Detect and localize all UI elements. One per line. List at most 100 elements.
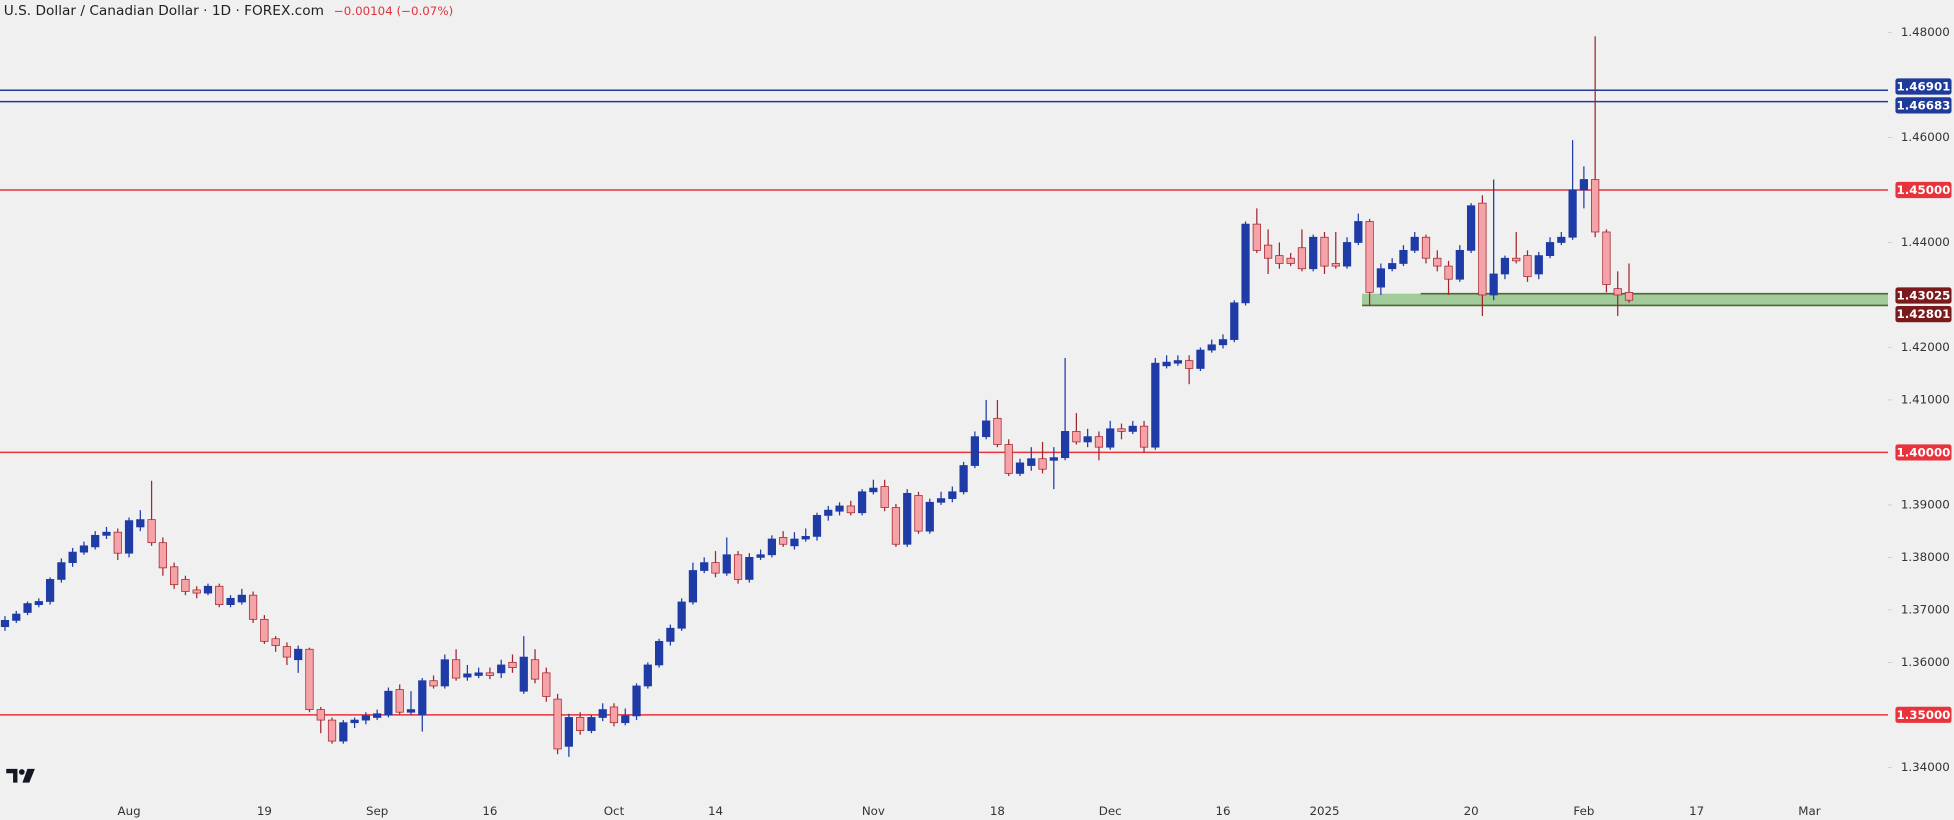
logo [6, 768, 35, 783]
price-tag-label: 1.42801 [1897, 307, 1951, 321]
candle-body [936, 498, 946, 503]
candle-body [1151, 362, 1160, 448]
candle-body [914, 495, 923, 532]
candle-body [1613, 288, 1622, 296]
candle-body [745, 557, 754, 580]
logo-part [22, 768, 35, 783]
candle-body [124, 520, 134, 554]
candle-body [530, 659, 540, 680]
candle-body [1410, 236, 1419, 251]
price-tag-label: 1.46683 [1897, 99, 1951, 113]
candle-body [733, 554, 743, 580]
price-tag-label: 1.35000 [1897, 708, 1951, 722]
candle-body [1162, 361, 1171, 367]
candle-body [1466, 205, 1476, 251]
x-tick-label: Oct [604, 804, 625, 818]
candle-body [1500, 257, 1510, 275]
candle-body [384, 690, 393, 716]
candle-body [1478, 202, 1487, 296]
candle-body [1309, 236, 1318, 270]
candle-body [79, 545, 89, 553]
candle-body [497, 664, 506, 674]
candle-body [68, 551, 77, 564]
candle-body [1534, 255, 1543, 275]
candle-body [1173, 360, 1182, 364]
candle-body [271, 638, 280, 646]
candle-body [609, 706, 619, 724]
y-tick-label: 1.39000 [1901, 497, 1950, 511]
candle-body [1185, 360, 1194, 369]
candle-body [91, 534, 100, 548]
candle-body [756, 554, 765, 558]
candle-body [373, 713, 382, 718]
candle-body [1388, 263, 1397, 270]
candle-body [294, 648, 303, 661]
price-tag [1895, 181, 1952, 199]
candle-body [1568, 189, 1577, 238]
candle-body [925, 501, 934, 532]
candle-body [970, 436, 979, 466]
candle-body [1602, 231, 1611, 285]
candle-body [418, 680, 427, 716]
candle-body [226, 597, 235, 605]
x-tick-label: 14 [708, 804, 723, 818]
candle-body [666, 627, 675, 642]
candle-body [474, 672, 483, 676]
candle-body [846, 505, 855, 514]
candle-body [677, 601, 686, 629]
candle-body [767, 538, 776, 556]
x-tick-label: Mar [1798, 804, 1820, 818]
candle-body [1196, 349, 1205, 369]
candle-body [440, 659, 449, 687]
candle-body [203, 585, 213, 594]
candle-body [136, 519, 145, 528]
candle-body [982, 420, 991, 438]
candle-body [327, 719, 337, 742]
candle-body [158, 542, 167, 569]
candle-body [1094, 436, 1104, 448]
candle-body [824, 509, 833, 516]
y-tick-label: 1.37000 [1901, 602, 1950, 616]
candle-body [12, 613, 21, 621]
candle-body [508, 661, 517, 668]
candle-body [576, 717, 585, 731]
candle-body [1320, 236, 1329, 267]
candle-body [485, 672, 495, 676]
candle-body [587, 717, 596, 731]
candle-body [1331, 263, 1340, 267]
candle-body [339, 722, 348, 742]
y-tick-label: 1.42000 [1901, 340, 1950, 354]
candle-body [1004, 444, 1013, 474]
candle-body [147, 519, 156, 544]
candle-body [395, 689, 404, 713]
candle-body [722, 554, 731, 574]
candle-body [1128, 425, 1137, 432]
candle-body [993, 417, 1002, 445]
candle-body [564, 717, 573, 747]
x-tick-label: 17 [1689, 804, 1704, 818]
candle-body [1579, 179, 1588, 191]
price-tag [1895, 444, 1952, 461]
chart-title: U.S. Dollar / Canadian Dollar · 1D · FOR… [4, 3, 324, 19]
candle-body [632, 685, 641, 717]
y-tick-label: 1.44000 [1901, 235, 1950, 249]
candle-body [248, 594, 258, 620]
candle-body [1624, 291, 1634, 301]
x-tick-label: 16 [1215, 804, 1230, 818]
candle-body [812, 515, 822, 537]
candle-body [903, 492, 912, 545]
candle-body [1275, 255, 1284, 264]
candle-body [34, 601, 43, 605]
candle-body [1083, 436, 1092, 443]
x-tick-label: 18 [990, 804, 1005, 818]
candle-body [1489, 273, 1498, 296]
candle-body [621, 715, 630, 724]
candle-body [1297, 247, 1307, 270]
y-tick-label: 1.38000 [1901, 550, 1950, 564]
price-change: −0.00104 (−0.07%) [334, 4, 453, 18]
candle-body [45, 579, 55, 602]
candle-body [1523, 255, 1532, 277]
x-tick-label: Aug [117, 804, 140, 818]
candle-body [1252, 223, 1261, 251]
candle-body [1060, 431, 1070, 459]
